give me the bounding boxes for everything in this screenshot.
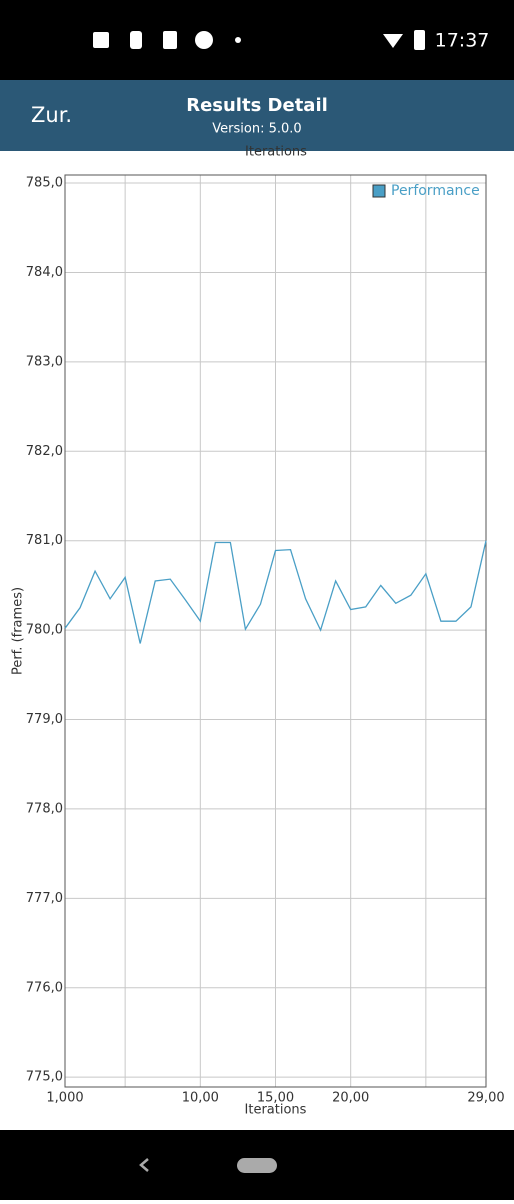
plot-frame bbox=[64, 174, 487, 1088]
y-tick-label: 776,0 bbox=[26, 980, 63, 995]
data-line bbox=[64, 540, 487, 644]
y-tick-label: 779,0 bbox=[26, 712, 63, 727]
y-tick-label: 780,0 bbox=[26, 623, 63, 638]
status-bar bbox=[0, 0, 514, 80]
x-axis-label-top: Iterations bbox=[245, 145, 307, 160]
back-button[interactable]: Zur. bbox=[31, 103, 72, 127]
header-title: Results Detail bbox=[186, 95, 328, 116]
x-tick-label: 29,00 bbox=[467, 1091, 504, 1106]
x-tick-label: 1,000 bbox=[46, 1091, 83, 1106]
x-axis-label: Iterations bbox=[245, 1103, 307, 1118]
x-tick-label: 10,00 bbox=[182, 1091, 219, 1106]
clock: 17:37 bbox=[435, 30, 490, 52]
y-tick-label: 783,0 bbox=[26, 354, 63, 369]
nav-home[interactable] bbox=[237, 1158, 277, 1173]
y-tick-label: 777,0 bbox=[26, 891, 63, 906]
y-tick-label: 782,0 bbox=[26, 444, 63, 459]
x-tick-label: 20,00 bbox=[332, 1091, 369, 1106]
x-tick-label: 15,00 bbox=[257, 1091, 294, 1106]
y-tick-label: 775,0 bbox=[26, 1070, 63, 1085]
y-tick-label: 781,0 bbox=[26, 533, 63, 548]
legend-label: Performance bbox=[391, 183, 480, 199]
y-tick-label: 784,0 bbox=[26, 265, 63, 280]
legend-swatch bbox=[372, 184, 386, 198]
y-axis-label: Perf. (frames) bbox=[11, 587, 26, 675]
y-tick-label: 778,0 bbox=[26, 801, 63, 816]
status-icons bbox=[93, 30, 425, 50]
nav-back[interactable] bbox=[139, 1158, 149, 1172]
y-tick-label: 785,0 bbox=[26, 176, 63, 191]
app-header bbox=[0, 80, 514, 151]
chart: 775,0 776,0 777,0 778,0 779,0 780,0 781,0 782,0… bbox=[11, 174, 505, 1118]
header-subtitle: Version: 5.0.0 bbox=[212, 122, 301, 137]
